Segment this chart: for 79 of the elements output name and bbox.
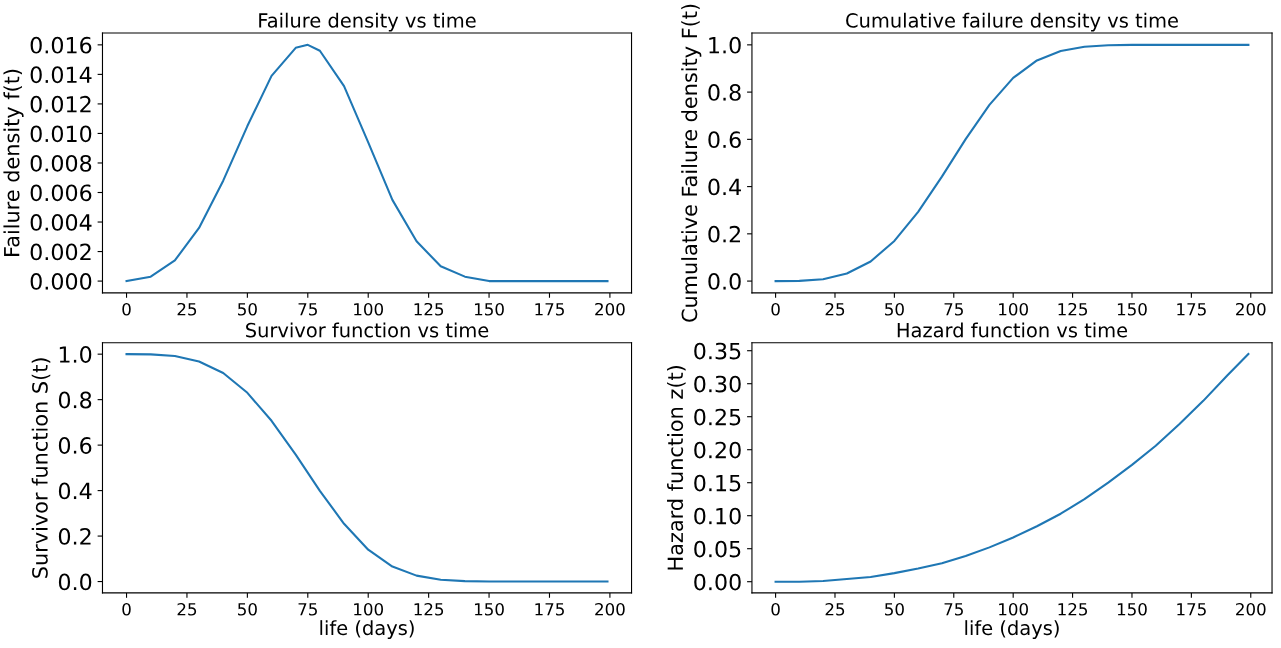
y-tick-label: 0.002: [30, 243, 91, 261]
x-tick-label: 75: [944, 303, 963, 316]
x-tick-label: 175: [1177, 603, 1206, 616]
x-tick-label: 25: [177, 602, 197, 616]
y-tick-label: 0.0: [708, 273, 741, 290]
x-tick-label: 150: [474, 302, 504, 316]
x-tick-label: 100: [999, 602, 1028, 616]
x-tick-label: 150: [1117, 602, 1147, 616]
x-tick-label: 50: [238, 302, 257, 316]
chart-title: Survivor function vs time: [246, 322, 489, 338]
x-tick-label: 200: [595, 602, 625, 616]
chart-title: Failure density vs time: [259, 12, 476, 32]
x-tick-label: 125: [1058, 302, 1088, 316]
y-tick-label: 1.0: [709, 36, 741, 54]
x-tick-label: 0: [771, 302, 780, 316]
y-tick-label: 0.15: [694, 474, 741, 492]
line-series: [125, 43, 609, 283]
y-axis-title: Survivor function S(t): [31, 358, 51, 578]
line-series: [774, 352, 1250, 583]
y-tick-label: 0.05: [694, 540, 741, 558]
line-series: [125, 353, 609, 583]
x-tick-label: 25: [825, 602, 845, 616]
x-tick-label: 150: [1117, 302, 1147, 316]
y-tick-label: 0.2: [708, 225, 740, 243]
x-tick-label: 25: [177, 302, 197, 316]
x-tick-label: 200: [595, 302, 625, 316]
x-tick-label: 125: [414, 302, 444, 316]
y-tick-label: 0.000: [30, 273, 92, 290]
y-axis-title: Hazard function z(t): [667, 366, 686, 570]
y-tick-label: 0.2: [58, 528, 91, 545]
chart-title: Hazard function vs time: [897, 322, 1128, 338]
x-axis-title: life (days): [320, 620, 414, 639]
x-tick-label: 100: [354, 302, 384, 316]
y-tick-label: 0.008: [30, 154, 92, 172]
x-axis-title: life (days): [965, 620, 1059, 639]
y-tick-label: 0.4: [708, 178, 741, 196]
x-tick-label: 0: [122, 302, 131, 316]
y-tick-label: 0.20: [694, 441, 741, 459]
y-tick-label: 0.4: [58, 482, 92, 500]
x-tick-label: 125: [414, 602, 444, 616]
x-tick-label: 75: [298, 603, 317, 616]
y-tick-label: 0.6: [708, 131, 741, 149]
y-tick-label: 0.010: [30, 125, 92, 143]
y-tick-label: 0.0: [58, 573, 92, 591]
x-tick-label: 50: [238, 602, 257, 616]
y-tick-label: 0.8: [708, 84, 741, 101]
line-series: [774, 43, 1250, 283]
x-tick-label: 175: [535, 603, 564, 616]
x-tick-label: 75: [944, 603, 963, 616]
y-tick-label: 1.0: [59, 346, 92, 363]
x-tick-label: 100: [354, 602, 384, 616]
y-tick-label: 0.012: [30, 95, 91, 113]
y-tick-label: 0.006: [30, 184, 92, 202]
x-tick-label: 0: [771, 602, 780, 616]
x-tick-label: 175: [535, 303, 564, 316]
x-tick-label: 150: [474, 602, 504, 616]
y-tick-label: 0.8: [58, 391, 92, 409]
y-axis-title: Cumulative Failure density F(t): [681, 4, 702, 322]
y-tick-label: 0.016: [30, 36, 92, 54]
y-tick-label: 0.014: [30, 66, 92, 84]
x-tick-label: 50: [885, 602, 904, 616]
x-tick-label: 200: [1236, 302, 1266, 316]
x-tick-label: 100: [999, 302, 1028, 316]
x-tick-label: 175: [1177, 303, 1206, 316]
chart-title: Cumulative failure density vs time: [846, 12, 1178, 32]
y-tick-label: 0.10: [694, 507, 741, 525]
x-tick-label: 50: [885, 302, 904, 316]
y-axis-title: Failure density f(t): [3, 69, 24, 256]
x-tick-label: 200: [1236, 602, 1266, 616]
y-tick-label: 0.35: [694, 342, 741, 360]
x-tick-label: 125: [1058, 602, 1088, 616]
y-tick-label: 0.00: [694, 573, 741, 591]
y-tick-label: 0.004: [30, 213, 92, 231]
x-tick-label: 25: [825, 302, 845, 316]
x-tick-label: 0: [122, 602, 131, 616]
y-tick-label: 0.25: [694, 408, 741, 426]
y-tick-label: 0.30: [694, 375, 741, 393]
y-tick-label: 0.6: [58, 437, 92, 454]
x-tick-label: 75: [298, 303, 317, 316]
